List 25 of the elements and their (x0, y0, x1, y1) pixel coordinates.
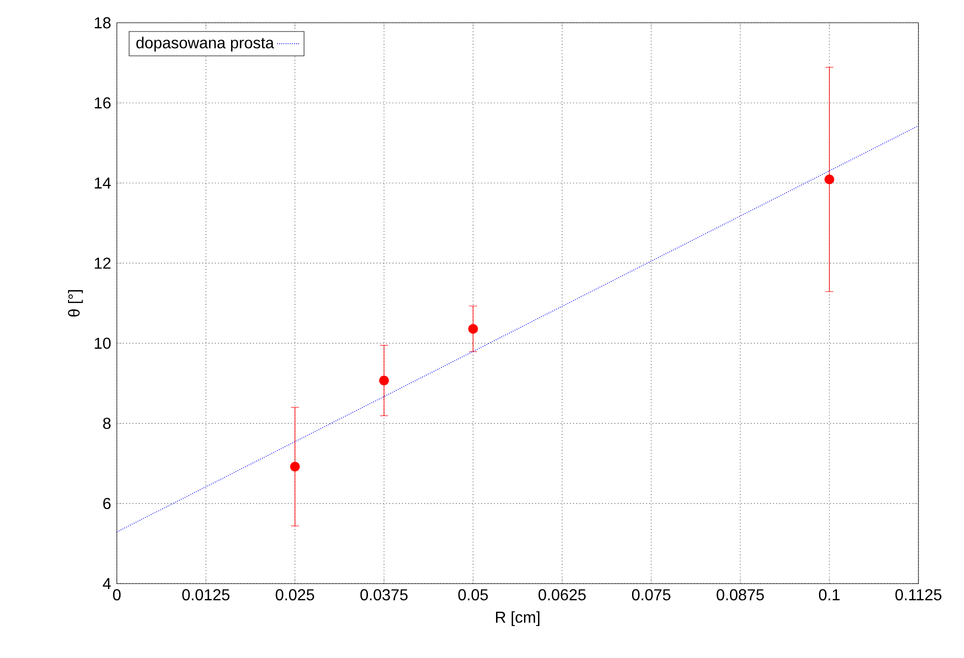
point (824, 174, 834, 184)
x-tick-label: 0.1 (818, 589, 840, 600)
x-tick-label: 0.075 (632, 589, 670, 600)
point (468, 324, 478, 334)
y-axis-title: θ [°] (68, 290, 83, 317)
x-tick-label: 0 (113, 589, 121, 600)
x-tick-label: 0.0875 (716, 589, 764, 600)
y-tick-label: 18 (94, 17, 111, 28)
x-tick-label: 0.0125 (182, 589, 230, 600)
x-tick-label: 0.025 (276, 589, 314, 600)
x-tick-label: 0.0625 (538, 589, 586, 600)
point (379, 376, 389, 386)
y-tick-label: 4 (102, 578, 111, 590)
y-tick-label: 6 (103, 498, 111, 510)
y-tick-label: 10 (94, 338, 111, 349)
y-tick-label: 8 (103, 418, 111, 430)
y-tick-label: 12 (94, 258, 110, 269)
x-tick-label: 0.0375 (360, 589, 408, 600)
legend-label: dopasowana prosta (136, 36, 274, 52)
y-tick-label: 14 (94, 178, 111, 189)
x-tick-label: 0.05 (458, 589, 488, 600)
y-tick-label: 16 (94, 97, 111, 109)
x-tick-label: 0.1125 (895, 589, 942, 600)
x-axis-title: R [cm] (496, 611, 540, 626)
point (290, 462, 300, 472)
